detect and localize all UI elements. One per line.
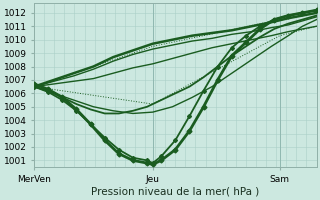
X-axis label: Pression niveau de la mer( hPa ): Pression niveau de la mer( hPa ): [91, 187, 260, 197]
